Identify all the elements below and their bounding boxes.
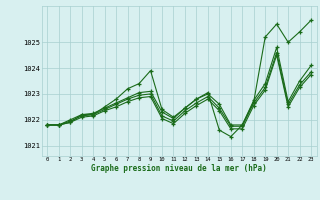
X-axis label: Graphe pression niveau de la mer (hPa): Graphe pression niveau de la mer (hPa) bbox=[91, 164, 267, 173]
